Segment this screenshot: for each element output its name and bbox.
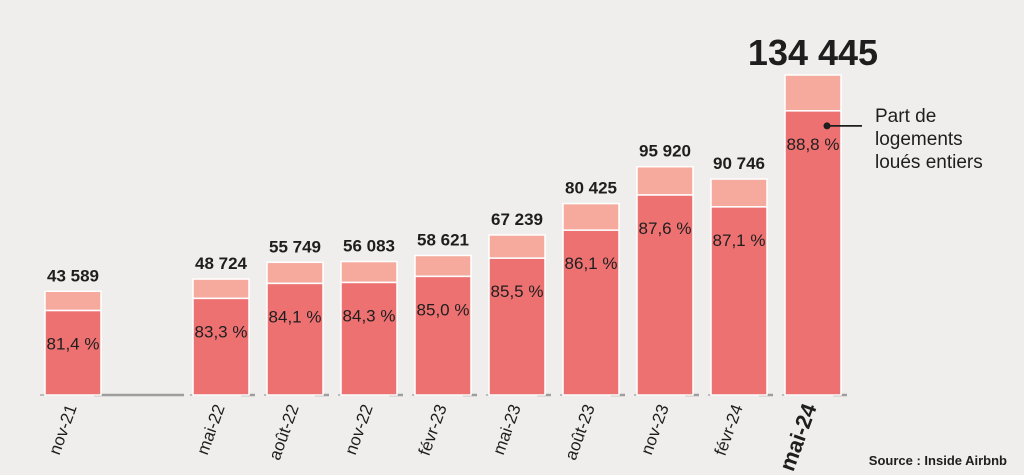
- bar-share-label: 86,1 %: [565, 254, 618, 273]
- bar-share-label: 83,3 %: [195, 322, 248, 341]
- bar-other-segment: [266, 261, 324, 285]
- bar-total-label: 67 239: [491, 210, 543, 229]
- bar-other-segment: [710, 178, 768, 208]
- source-note: Source : Inside Airbnb: [869, 453, 1007, 468]
- bar-entire-segment: [192, 297, 250, 396]
- x-tick-label: août-22: [265, 402, 303, 463]
- bar-other-segment: [488, 234, 546, 259]
- legend-label-line: Part de: [875, 106, 936, 127]
- bar-entire-segment: [710, 206, 768, 396]
- x-tick-label: mai-23: [489, 402, 525, 457]
- bar-total-label: 80 425: [565, 179, 617, 198]
- bar-other-segment: [192, 278, 250, 300]
- x-tick-label: nov-22: [341, 402, 377, 457]
- x-tick-label: nov-23: [637, 402, 673, 457]
- bar-share-label: 81,4 %: [47, 335, 100, 354]
- bar-entire-segment: [414, 275, 472, 396]
- x-tick-label: nov-21: [45, 402, 81, 457]
- bar-total-label: 43 589: [47, 266, 99, 285]
- bar-other-segment: [636, 165, 694, 196]
- bar-share-label: 85,0 %: [417, 300, 470, 319]
- legend-label-line: loués entiers: [875, 152, 983, 173]
- bar-entire-segment: [784, 110, 842, 396]
- x-tick-label: févr-24: [711, 402, 747, 458]
- bar-entire-segment: [266, 282, 324, 396]
- bar-other-segment: [784, 74, 842, 112]
- bar-share-label: 88,8 %: [787, 135, 840, 154]
- bar-total-label: 48 724: [195, 254, 248, 273]
- bar-other-segment: [414, 254, 472, 278]
- bar-share-label: 85,5 %: [491, 282, 544, 301]
- bar-entire-segment: [636, 194, 694, 396]
- bar-share-label: 87,6 %: [639, 219, 692, 238]
- bar-total-label: 95 920: [639, 142, 691, 161]
- bar-share-label: 87,1 %: [713, 231, 766, 250]
- bar-entire-segment: [340, 281, 398, 396]
- bar-other-segment: [340, 260, 398, 284]
- x-tick-label: févr-23: [415, 402, 451, 458]
- x-tick-label: août-23: [561, 402, 599, 463]
- x-tick-label: mai-24: [774, 399, 822, 474]
- bar-entire-segment: [488, 257, 546, 396]
- bar-total-label: 55 749: [269, 237, 321, 256]
- bar-total-label: 134 445: [748, 32, 878, 73]
- bar-share-label: 84,1 %: [269, 307, 322, 326]
- legend-label-line: logements: [875, 129, 963, 150]
- bar-total-label: 58 621: [417, 230, 469, 249]
- bar-other-segment: [44, 290, 102, 312]
- x-tick-label: mai-22: [193, 402, 229, 457]
- bar-total-label: 90 746: [713, 154, 765, 173]
- legend-pointer-dot: [823, 122, 831, 130]
- bar-share-label: 84,3 %: [343, 306, 396, 325]
- bar-other-segment: [562, 202, 620, 231]
- bar-entire-segment: [562, 229, 620, 396]
- bar-entire-segment: [44, 309, 102, 396]
- bar-total-label: 56 083: [343, 237, 395, 256]
